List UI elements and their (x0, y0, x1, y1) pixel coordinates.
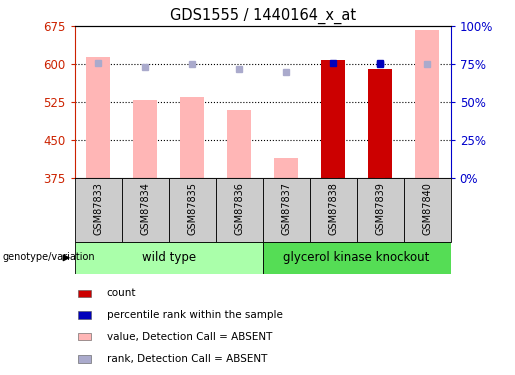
Bar (216, 178, 263, 242)
Bar (310, 178, 356, 242)
Bar (180, 97, 204, 178)
Text: GSM87836: GSM87836 (234, 182, 244, 235)
Text: count: count (107, 288, 136, 298)
Bar (321, 60, 345, 178)
Text: GSM87839: GSM87839 (375, 182, 385, 235)
Bar (133, 100, 157, 178)
Text: percentile rank within the sample: percentile rank within the sample (107, 310, 283, 320)
Text: GSM87838: GSM87838 (328, 182, 338, 235)
Bar (328, 61, 338, 178)
Bar (122, 178, 168, 242)
Bar (263, 242, 451, 274)
Text: genotype/variation: genotype/variation (3, 252, 96, 262)
Title: GDS1555 / 1440164_x_at: GDS1555 / 1440164_x_at (169, 7, 356, 24)
Bar (404, 178, 451, 242)
Bar (75, 178, 122, 242)
Bar (416, 30, 439, 178)
Bar (263, 178, 310, 242)
Bar (368, 69, 392, 178)
Text: glycerol kinase knockout: glycerol kinase knockout (283, 251, 430, 264)
Text: GSM87840: GSM87840 (422, 182, 432, 235)
Text: GSM87833: GSM87833 (93, 182, 103, 235)
Bar (78, 311, 91, 319)
Bar (78, 355, 91, 363)
Bar (87, 57, 110, 178)
Bar (228, 110, 251, 178)
Bar (78, 333, 91, 340)
Text: value, Detection Call = ABSENT: value, Detection Call = ABSENT (107, 332, 272, 342)
Bar (168, 178, 216, 242)
Bar (274, 158, 298, 178)
Bar (75, 242, 263, 274)
Text: GSM87837: GSM87837 (281, 182, 291, 235)
Text: wild type: wild type (142, 251, 196, 264)
Text: rank, Detection Call = ABSENT: rank, Detection Call = ABSENT (107, 354, 267, 364)
Bar (375, 69, 385, 178)
Text: GSM87835: GSM87835 (187, 182, 197, 235)
Bar (356, 178, 404, 242)
Bar (78, 290, 91, 297)
Text: GSM87834: GSM87834 (140, 182, 150, 235)
